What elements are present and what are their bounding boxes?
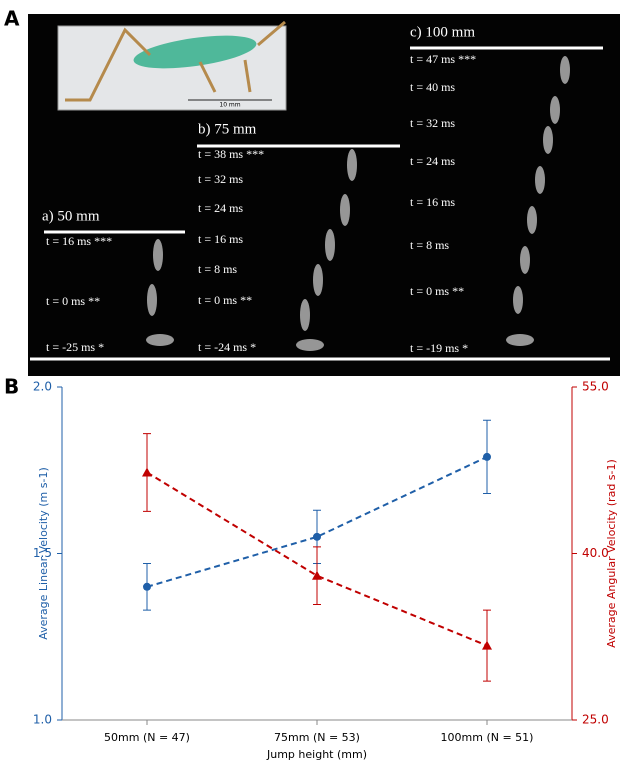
panel-label: A <box>4 7 20 31</box>
data-point <box>482 640 492 650</box>
insect-silhouettes <box>146 56 570 351</box>
panel-label: B <box>4 375 19 399</box>
y2-axis-title: Average Angular Velocity (rad s-1) <box>605 459 618 648</box>
x-tick-label: 100mm (N = 51) <box>441 731 534 744</box>
time-label: t = 38 ms *** <box>198 147 264 161</box>
y-tick-label: 2.0 <box>33 380 52 394</box>
y2-tick-label: 55.0 <box>582 380 609 394</box>
x-tick-label: 75mm (N = 53) <box>274 731 360 744</box>
scale-text: 10 mm <box>219 102 240 109</box>
insect-body <box>133 35 257 69</box>
height-title: a) 50 mm <box>42 208 100 224</box>
time-label: t = 16 ms *** <box>46 234 112 248</box>
x-axis-title: Jump height (mm) <box>266 748 367 761</box>
time-label: t = 32 ms <box>410 116 455 130</box>
time-label: t = 16 ms <box>410 195 455 209</box>
data-point <box>143 582 151 591</box>
time-label: t = -19 ms * <box>410 341 468 355</box>
y-axis-title: Average Linear Velocity (m s-1) <box>37 467 50 640</box>
data-point <box>312 570 322 580</box>
data-point <box>483 452 491 461</box>
time-label: t = 8 ms <box>198 262 237 276</box>
time-label: t = 16 ms <box>198 232 243 246</box>
y-tick-label: 1.5 <box>33 546 52 560</box>
time-label: t = -24 ms * <box>198 340 256 354</box>
data-point <box>313 532 321 541</box>
time-label: t = 8 ms <box>410 238 449 252</box>
series-line <box>146 471 488 647</box>
series-line <box>146 456 488 588</box>
insect-legs <box>65 20 286 102</box>
x-tick-label: 50mm (N = 47) <box>104 731 190 744</box>
time-label: t = 47 ms *** <box>410 52 476 66</box>
time-label: t = 24 ms <box>410 154 455 168</box>
data-point <box>142 467 152 477</box>
y-tick-label: 1.0 <box>33 713 52 727</box>
time-label: t = 0 ms ** <box>410 284 464 298</box>
height-title: c) 100 mm <box>410 24 475 40</box>
y2-tick-label: 40.0 <box>582 546 609 560</box>
time-label: t = 0 ms ** <box>46 294 100 308</box>
time-label: t = 0 ms ** <box>198 293 252 307</box>
time-label: t = -25 ms * <box>46 340 104 354</box>
time-label: t = 24 ms <box>198 201 243 215</box>
time-label: t = 40 ms <box>410 80 455 94</box>
y2-tick-label: 25.0 <box>582 713 609 727</box>
time-label: t = 32 ms <box>198 172 243 186</box>
height-title: b) 75 mm <box>198 121 257 137</box>
